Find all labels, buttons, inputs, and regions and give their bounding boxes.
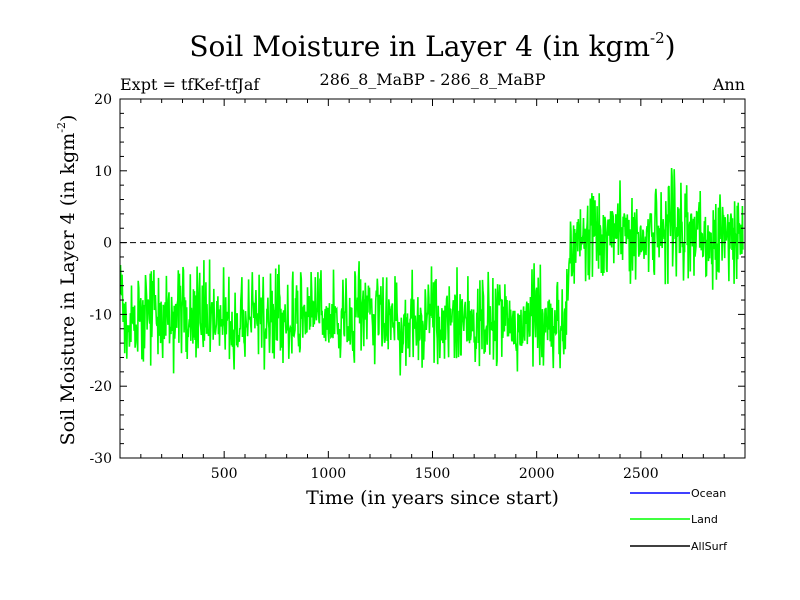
legend-label-allsurf: AllSurf — [691, 540, 728, 553]
period-label: Ann — [712, 75, 745, 94]
legend-label-ocean: Ocean — [691, 487, 726, 500]
y-tick-label: -30 — [89, 451, 112, 467]
y-tick-label: 10 — [94, 164, 112, 180]
legend-label-land: Land — [691, 513, 718, 526]
y-tick-label: -10 — [89, 307, 112, 323]
y-tick-label: 0 — [103, 236, 112, 252]
y-tick-label: 20 — [94, 92, 112, 108]
plot-frame — [119, 98, 746, 459]
series-line-land — [120, 167, 744, 376]
experiment-label: Expt = tfKef-tfJaf — [120, 75, 260, 94]
x-tick-label: 500 — [211, 466, 238, 482]
x-tick-label: 1500 — [415, 466, 451, 482]
y-tick-label: -20 — [89, 379, 112, 395]
x-tick-label: 1000 — [311, 466, 347, 482]
chart-title: Soil Moisture in Layer 4 (in kgm-2) — [189, 28, 676, 63]
x-axis-label: Time (in years since start) — [306, 487, 559, 509]
x-tick-label: 2000 — [519, 466, 555, 482]
x-tick-label: 2500 — [623, 466, 659, 482]
chart-subtitle: 286_8_MaBP - 286_8_MaBP — [319, 70, 546, 89]
